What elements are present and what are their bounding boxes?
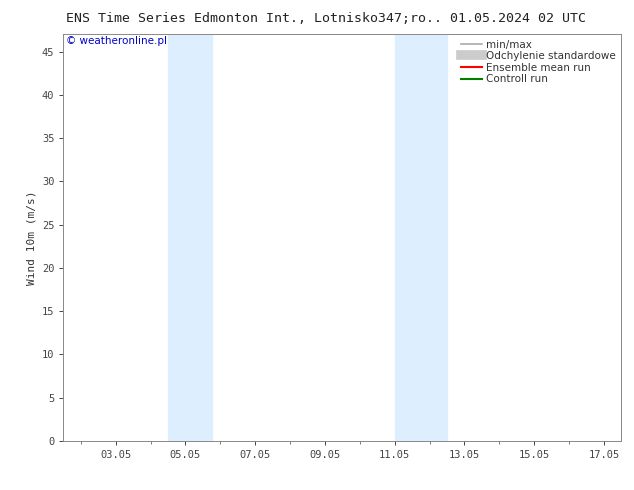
Y-axis label: Wind 10m (m/s): Wind 10m (m/s) [27, 191, 36, 285]
Text: © weatheronline.pl: © weatheronline.pl [66, 36, 167, 47]
Legend: min/max, Odchylenie standardowe, Ensemble mean run, Controll run: min/max, Odchylenie standardowe, Ensembl… [459, 37, 618, 86]
Bar [394, 34, 447, 441]
Text: 347;ro.. 01.05.2024 02 UTC: 347;ro.. 01.05.2024 02 UTC [378, 12, 586, 25]
Text: ENS Time Series Edmonton Int., Lotnisko: ENS Time Series Edmonton Int., Lotnisko [66, 12, 378, 25]
Bar [168, 34, 212, 441]
